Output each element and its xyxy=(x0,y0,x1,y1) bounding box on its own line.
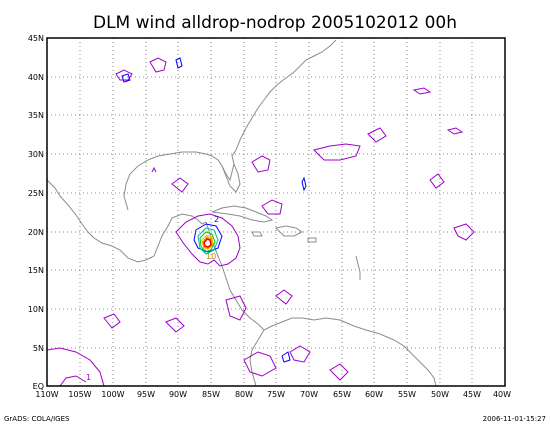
contour-label-2: 2 xyxy=(214,215,219,224)
contour-1-e xyxy=(367,127,387,143)
contour-1-i xyxy=(453,223,475,241)
lon-tick-label: 50W xyxy=(431,390,449,399)
contour-2-e xyxy=(281,351,291,363)
contour-labels: 2 10 1 xyxy=(86,215,219,382)
contour-2-a xyxy=(193,223,223,253)
lat-tick-label: 25N xyxy=(28,189,44,198)
contour-1-m xyxy=(225,295,247,321)
south-america-pacific xyxy=(249,329,265,387)
us-gulf-coast xyxy=(123,149,237,211)
map-frame xyxy=(46,37,506,387)
south-america xyxy=(263,317,437,387)
contour-6 xyxy=(199,231,216,253)
footer-credit: GrADS: COLA/IGES xyxy=(4,415,70,423)
contour-1-r xyxy=(59,375,87,387)
lesser-antilles xyxy=(355,255,361,280)
lat-tick-label: 20N xyxy=(28,228,44,237)
puerto-rico xyxy=(307,237,317,243)
contour-label-10: 10 xyxy=(206,252,216,261)
lat-tick-label: EQ xyxy=(33,382,44,391)
lat-axis: 45N 40N 35N 30N 25N 20N 15N 10N 5N EQ xyxy=(28,34,44,391)
lon-tick-label: 105W xyxy=(68,390,91,399)
lat-tick-label: 40N xyxy=(28,73,44,82)
contour-1-t xyxy=(329,363,349,381)
lon-tick-label: 45W xyxy=(463,390,481,399)
lon-tick-label: 65W xyxy=(333,390,351,399)
contour-1-l xyxy=(165,317,185,333)
lon-tick-label: 95W xyxy=(137,390,155,399)
lon-axis: 110W 105W 100W 95W 90W 85W 80W 75W 70W 6… xyxy=(35,390,511,399)
contour-1-large xyxy=(175,213,241,267)
contour-1-u xyxy=(275,289,293,305)
contour-10 xyxy=(202,236,213,249)
contour-1-s xyxy=(151,166,157,173)
contour-2-d xyxy=(301,176,307,192)
contour-2-c xyxy=(175,57,183,69)
lon-tick-label: 55W xyxy=(398,390,416,399)
contour-4 xyxy=(197,227,219,255)
us-east-coast xyxy=(235,39,337,151)
lat-tick-label: 10N xyxy=(28,305,44,314)
contour-label-1: 1 xyxy=(86,373,91,382)
lat-tick-label: 15N xyxy=(28,266,44,275)
coastlines xyxy=(46,39,437,387)
contour-12 xyxy=(203,238,212,248)
contour-1-h xyxy=(429,173,445,189)
contours xyxy=(46,57,475,387)
contour-1-q xyxy=(46,347,105,387)
central-america xyxy=(205,221,265,331)
contour-1-d xyxy=(313,143,361,161)
contour-1-j xyxy=(171,177,189,193)
lon-tick-label: 110W xyxy=(35,390,58,399)
lat-tick-label: 5N xyxy=(33,344,44,353)
contour-1-p xyxy=(289,345,311,363)
contour-2-b xyxy=(121,73,131,83)
footer-timestamp: 2006-11-01-15:27 xyxy=(483,415,546,423)
contour-1-f xyxy=(412,87,432,95)
lat-tick-label: 35N xyxy=(28,111,44,120)
lon-tick-label: 75W xyxy=(267,390,285,399)
contour-1-o xyxy=(243,351,277,377)
lat-tick-label: 45N xyxy=(28,34,44,43)
north-america-gulf-coast xyxy=(46,179,207,263)
contour-1-n xyxy=(261,199,283,215)
gridlines xyxy=(47,38,505,386)
lon-tick-label: 85W xyxy=(202,390,220,399)
lon-tick-label: 60W xyxy=(365,390,383,399)
lat-tick-label: 30N xyxy=(28,150,44,159)
contour-1-k xyxy=(103,313,121,329)
jamaica xyxy=(251,231,263,237)
florida-peninsula xyxy=(221,163,241,193)
map-title: DLM wind alldrop-nodrop 2005102012 00h xyxy=(93,13,457,33)
cuba xyxy=(211,205,274,223)
contour-8 xyxy=(201,234,214,250)
lon-tick-label: 40W xyxy=(493,390,511,399)
contour-1-a xyxy=(149,57,167,73)
lon-tick-label: 90W xyxy=(169,390,187,399)
contour-1-b xyxy=(115,69,133,81)
lon-tick-label: 80W xyxy=(235,390,253,399)
hispaniola xyxy=(274,225,303,237)
lon-tick-label: 100W xyxy=(101,390,124,399)
contour-1-c xyxy=(251,155,271,173)
contour-1-g xyxy=(446,127,464,135)
lon-tick-label: 70W xyxy=(300,390,318,399)
